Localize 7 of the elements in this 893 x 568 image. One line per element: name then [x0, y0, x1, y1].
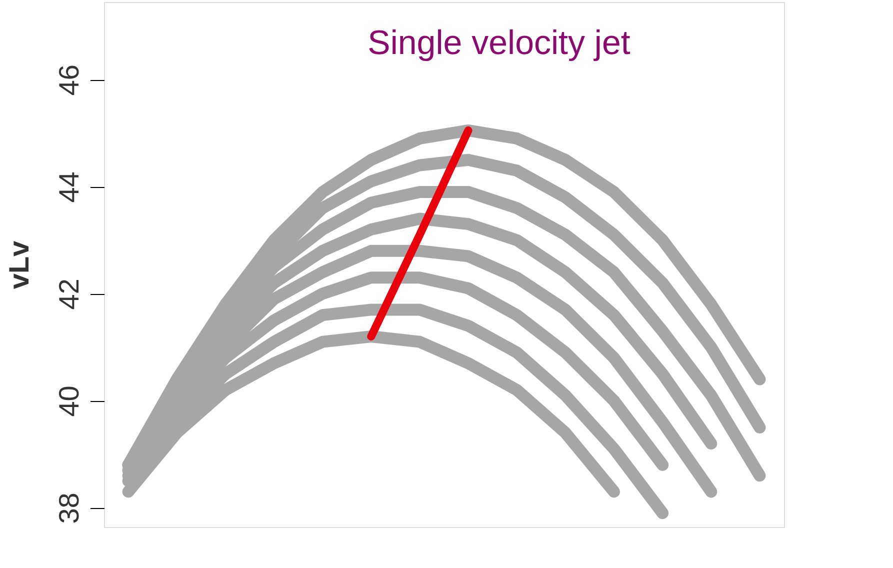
y-tick-label: 44 — [54, 172, 84, 203]
y-tick-label: 46 — [54, 64, 84, 96]
y-tick-label: 38 — [54, 492, 84, 524]
y-tick-label: 42 — [54, 278, 84, 310]
y-tick-label: 40 — [54, 386, 84, 417]
annotation: Single velocity jet — [368, 24, 631, 62]
y-axis-title: vLv — [4, 240, 34, 290]
